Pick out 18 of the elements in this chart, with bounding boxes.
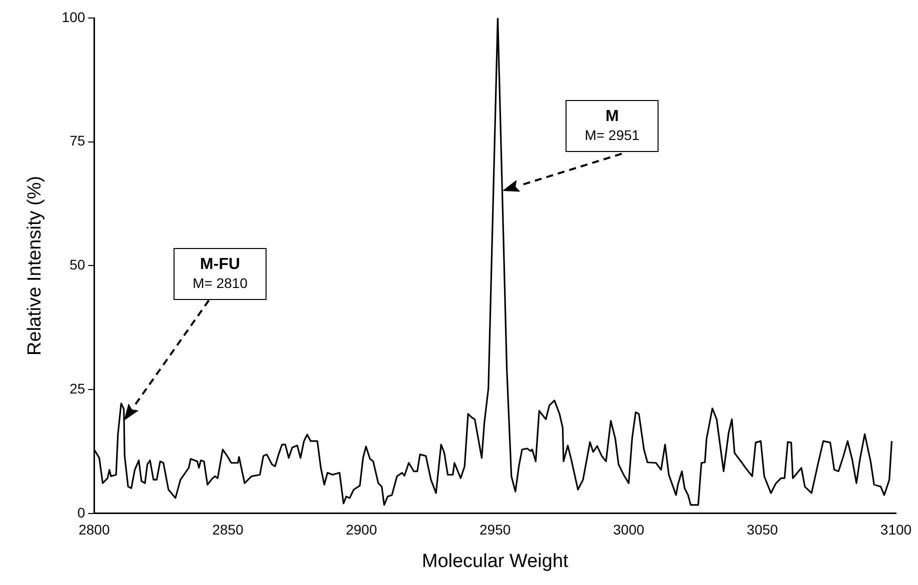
x-axis-title: Molecular Weight	[422, 550, 570, 572]
y-tick-label: 0	[77, 504, 86, 520]
x-tick-label: 2900	[346, 522, 378, 538]
y-tick-label: 100	[62, 8, 86, 25]
y-tick-label: 50	[70, 256, 86, 273]
annotation: M= 2951	[584, 126, 640, 146]
annotation: M	[604, 107, 620, 126]
y-axis-title: Relative Intensity (%)	[24, 176, 46, 356]
y-tick-label: 75	[70, 132, 86, 149]
x-tick-label: 3050	[746, 522, 778, 538]
x-tick-label: 3100	[880, 522, 912, 538]
annotation: M-FU	[199, 254, 242, 274]
x-tick-label: 2850	[212, 522, 244, 538]
x-tick-label: 2800	[78, 522, 110, 538]
annotation: M= 2810	[192, 274, 248, 293]
x-tick-label: 2950	[480, 522, 511, 538]
y-tick-label: 25	[70, 380, 86, 396]
x-tick-label: 3000	[613, 522, 644, 538]
